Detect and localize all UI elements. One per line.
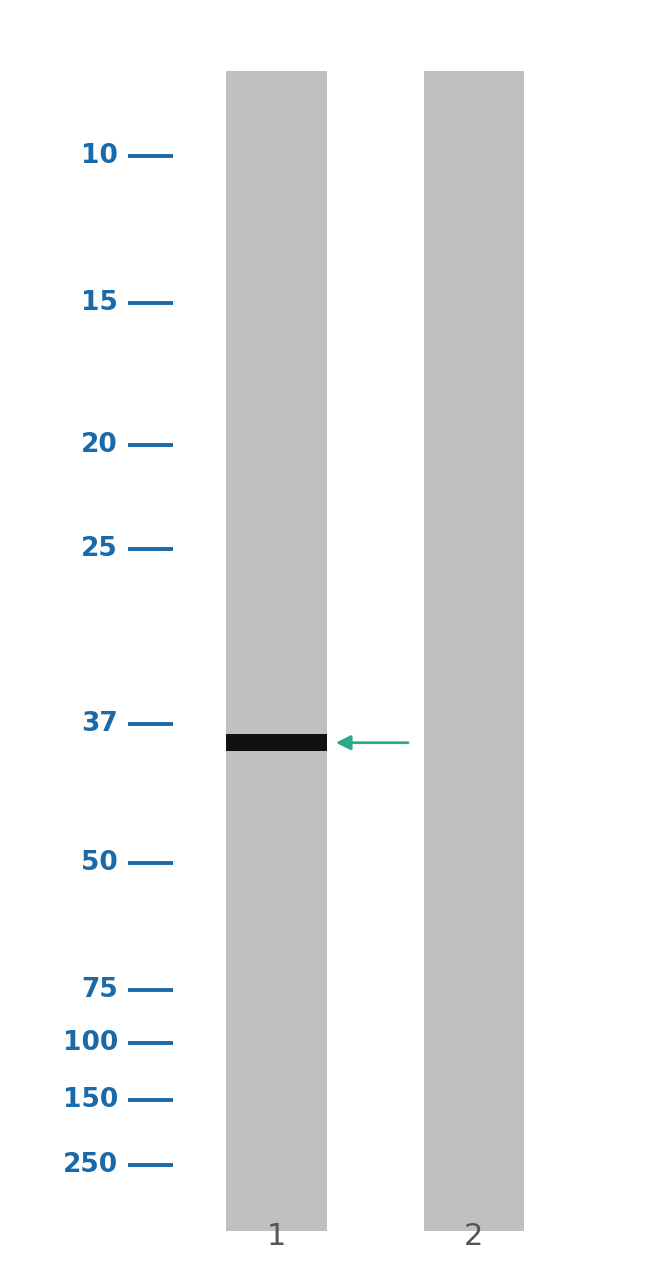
Text: 50: 50 — [81, 850, 118, 876]
Text: 1: 1 — [266, 1223, 286, 1251]
Text: 100: 100 — [62, 1030, 118, 1057]
Text: 150: 150 — [62, 1087, 118, 1113]
Text: 20: 20 — [81, 432, 118, 458]
Text: 10: 10 — [81, 144, 118, 169]
Text: 75: 75 — [81, 977, 118, 1003]
Text: 250: 250 — [63, 1152, 118, 1177]
Bar — [226, 71, 326, 1231]
Text: 15: 15 — [81, 290, 118, 316]
Bar — [424, 71, 524, 1231]
Text: 37: 37 — [81, 711, 118, 737]
Text: 2: 2 — [464, 1223, 484, 1251]
Bar — [226, 734, 326, 751]
Text: 25: 25 — [81, 536, 118, 561]
